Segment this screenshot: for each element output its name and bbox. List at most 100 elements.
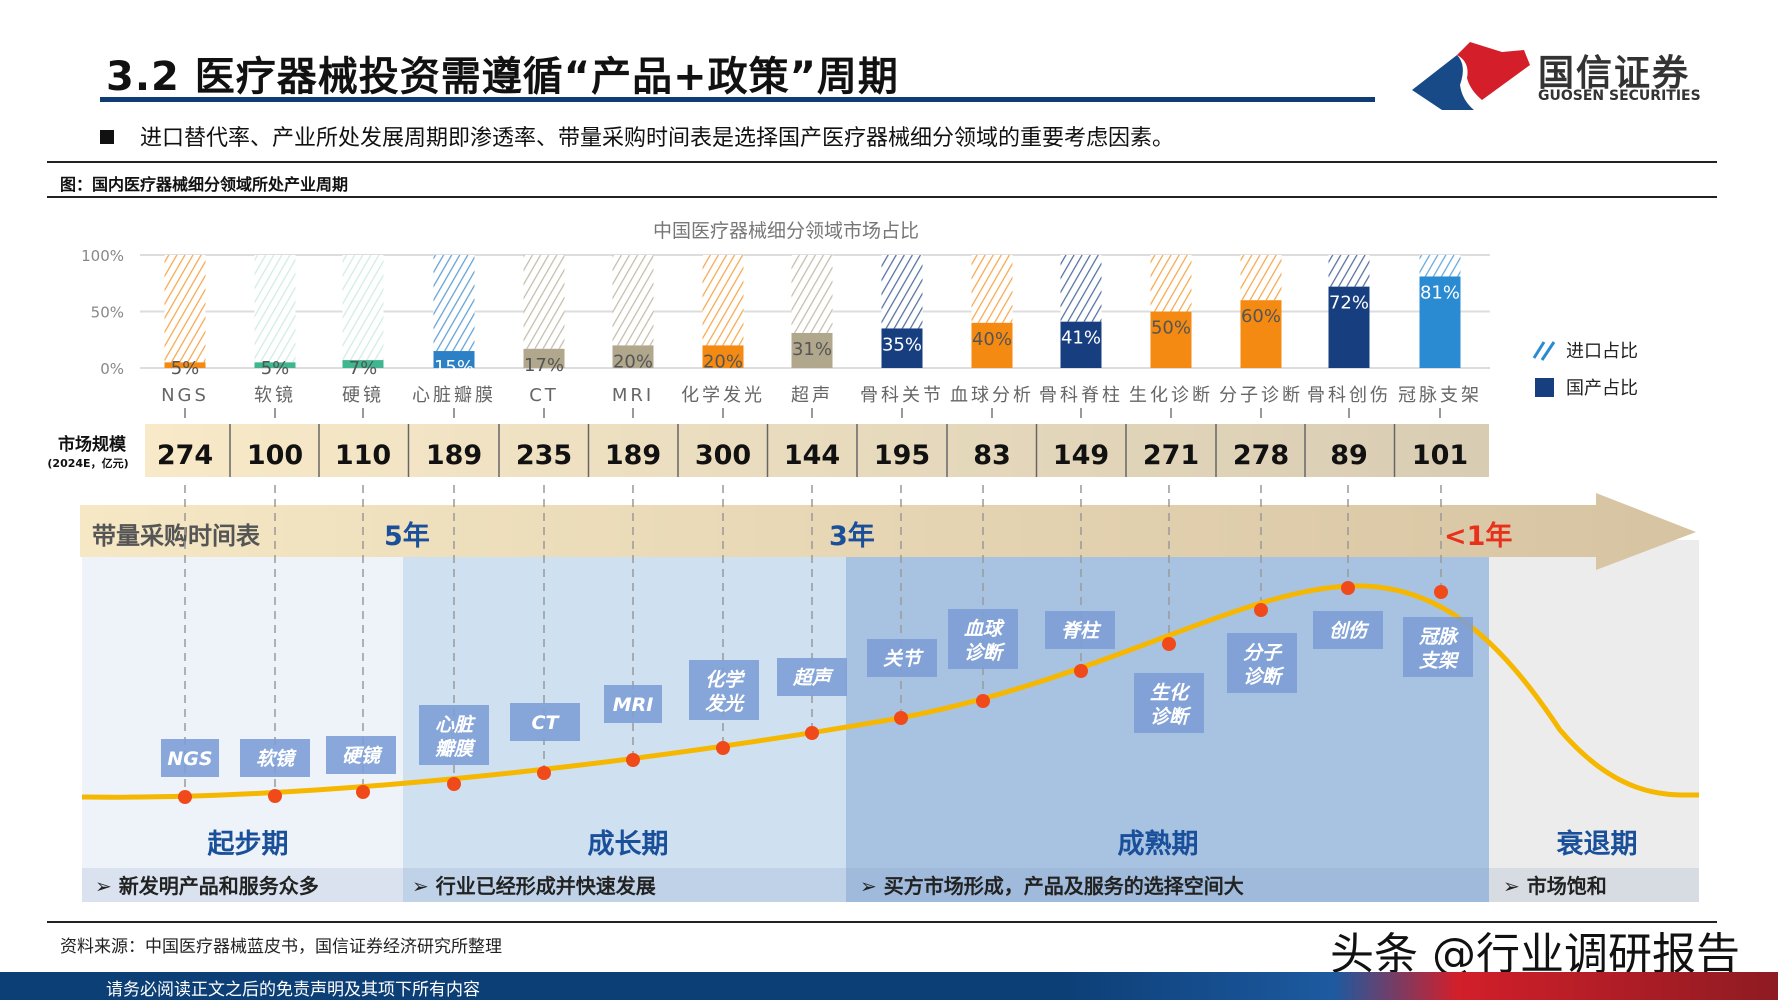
market-size-value: 195 <box>874 440 930 471</box>
curve-label-box <box>777 658 847 696</box>
market-size-value: 274 <box>157 440 213 471</box>
figure-caption: 图：国内医疗器械细分领域所处产业周期 <box>60 175 349 194</box>
curve-label: 分子 <box>1243 642 1283 664</box>
curve-label: 软镜 <box>256 748 297 770</box>
bar-value-label: 72% <box>1329 293 1369 314</box>
curve-label: 血球 <box>964 618 1005 640</box>
phase-desc: ➢ 买方市场形成，产品及服务的选择空间大 <box>860 874 1244 898</box>
bar-import <box>702 255 744 346</box>
curve-label-box <box>240 739 310 777</box>
curve-label: CT <box>532 712 561 734</box>
market-size-sublabel: (2024E，亿元) <box>47 456 128 470</box>
market-size-value: 101 <box>1412 440 1468 471</box>
curve-point <box>976 694 990 708</box>
curve-label-line2: 支架 <box>1419 650 1460 672</box>
curve-point <box>1341 581 1355 595</box>
market-size-row <box>145 424 1489 477</box>
curve-label: 硬镜 <box>342 745 383 767</box>
market-size-value: 149 <box>1053 440 1109 471</box>
curve-point <box>716 741 730 755</box>
bar-domestic <box>254 362 296 368</box>
market-size-value: 271 <box>1143 440 1199 471</box>
bar-value-label: 60% <box>1241 306 1281 327</box>
category-label: 分子诊断 <box>1219 385 1303 406</box>
curve-label-box <box>326 736 396 774</box>
bar-domestic <box>791 332 833 368</box>
legend: 进口占比 国产占比 <box>1532 341 1638 399</box>
phase-desc: ➢ 新发明产品和服务众多 <box>95 874 319 898</box>
category-label: MRI <box>612 385 654 406</box>
curve-label: 生化 <box>1150 682 1191 704</box>
bar-value-label: 40% <box>972 329 1012 350</box>
divider <box>47 161 1717 163</box>
phase-desc: ➢ 行业已经形成并快速发展 <box>412 874 656 898</box>
procurement-1yr: <1年 <box>1444 520 1512 552</box>
footer-disclaimer: 请务必阅读正文之后的免责声明及其项下所有内容 <box>106 980 480 1000</box>
bar-domestic <box>1240 300 1282 368</box>
curve-label-box <box>510 703 580 741</box>
curve-label-box <box>689 660 759 720</box>
bar-value-label: 5% <box>261 358 290 379</box>
curve-label: 化学 <box>705 669 746 691</box>
bullet-label: 进口替代率、产业所处发展周期即渗透率、带量采购时间表是选择国产医疗器械细分领域的… <box>140 126 1175 151</box>
bar-domestic <box>433 351 475 368</box>
y-tick-label: 50% <box>91 304 124 322</box>
market-size-value: 189 <box>605 440 661 471</box>
curve-label-box <box>604 685 662 723</box>
logo-en: GUOSEN SECURITIES <box>1538 88 1701 104</box>
bar-import <box>1419 255 1461 277</box>
market-size-value: 278 <box>1233 440 1289 471</box>
bar-domestic <box>1419 276 1461 368</box>
procurement-label: 带量采购时间表 <box>92 522 261 550</box>
bar-value-label: 35% <box>882 334 922 355</box>
curve-label-line2: 诊断 <box>964 642 1006 664</box>
market-size-value: 144 <box>784 440 840 471</box>
market-size-value: 235 <box>516 440 572 471</box>
curve-label-box <box>1045 611 1115 649</box>
market-size-value: 89 <box>1330 440 1368 471</box>
bar-domestic <box>523 348 565 368</box>
bar-domestic <box>164 362 206 368</box>
y-tick-label: 0% <box>100 360 124 378</box>
bar-value-label: 7% <box>349 358 378 379</box>
bar-domestic <box>702 345 744 368</box>
curve-point <box>1254 603 1268 617</box>
bar-domestic <box>971 322 1013 368</box>
curve-point <box>268 789 282 803</box>
bar-domestic <box>1328 286 1370 368</box>
curve-label-box <box>867 639 937 677</box>
curve-label-line2: 诊断 <box>1150 706 1192 728</box>
guosen-logo-icon <box>1412 42 1530 110</box>
curve-point <box>178 790 192 804</box>
curve-point <box>356 785 370 799</box>
bar-value-label: 20% <box>613 351 653 372</box>
bar-import <box>881 255 923 329</box>
bar-domestic <box>1060 321 1102 368</box>
bar-value-label: 41% <box>1061 328 1101 349</box>
phase-name: 起步期 <box>208 829 289 860</box>
y-tick-label: 100% <box>81 247 124 265</box>
curve-label: 心脏 <box>435 714 476 736</box>
procurement-arrow <box>80 493 1696 570</box>
bar-value-label: 31% <box>792 339 832 360</box>
curve-label-box <box>1403 617 1473 677</box>
category-label: CT <box>529 385 559 406</box>
bar-import <box>1328 255 1370 287</box>
curve-label-line2: 瓣膜 <box>435 738 477 760</box>
bar-import <box>1060 255 1102 322</box>
legend-import-label: 进口占比 <box>1566 341 1638 362</box>
curve-label-box <box>419 705 489 765</box>
curve-label-line2: 诊断 <box>1243 666 1285 688</box>
bar-value-label: 5% <box>171 358 200 379</box>
market-size-value: 189 <box>426 440 482 471</box>
page-title: 3.2 医疗器械投资需遵循“产品+政策”周期 <box>106 54 899 100</box>
bar-value-label: 20% <box>703 351 743 372</box>
bar-import <box>1240 255 1282 301</box>
bar-import <box>1150 255 1192 312</box>
curve-label: MRI <box>613 694 654 716</box>
procurement-3yr: 3年 <box>829 520 875 552</box>
source-note: 资料来源：中国医疗器械蓝皮书，国信证券经济研究所整理 <box>60 937 502 957</box>
market-size-value: 300 <box>695 440 751 471</box>
phase-name: 衰退期 <box>1557 828 1638 860</box>
market-size-value: 110 <box>335 440 391 471</box>
